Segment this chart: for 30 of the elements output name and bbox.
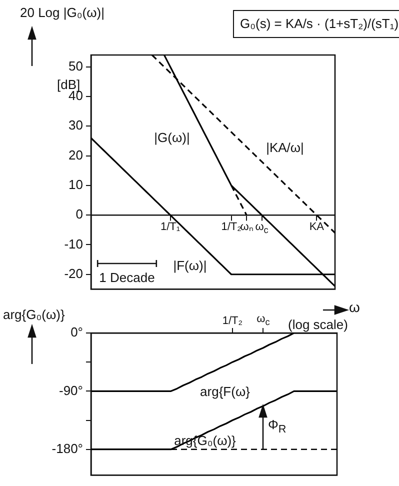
x-tick-label: KA (309, 221, 324, 234)
x-axis-title: ω (349, 299, 360, 316)
annotation: Φ$_{R}$ (268, 417, 286, 436)
annotation: |KA/ω| (266, 140, 304, 156)
y-tick-label: -180° (52, 440, 83, 456)
annotation: |G(ω)| (154, 130, 190, 146)
y-tick-label: 20 (68, 147, 83, 162)
x-tick-label: 1/T₁ (160, 221, 180, 234)
y-tick-label: 30 (68, 118, 83, 133)
y-tick-label: 0 (76, 206, 83, 222)
y-tick-label: -10 (64, 236, 83, 252)
text: [dB] (57, 77, 80, 92)
y-tick-label: -20 (64, 266, 83, 281)
y-axis-title: arg{G₀(ω)} (3, 307, 65, 322)
text: (log scale) (288, 317, 348, 332)
x-tick-label: ωₙ (240, 221, 253, 234)
x-tick-label: ω$_{c}$ (256, 312, 270, 327)
text: G₀(s) = KA/s · (1+sT₂)/(sT₁) (233, 10, 399, 38)
annotation: 1 Decade (99, 270, 155, 286)
annotation: |F(ω)| (173, 258, 207, 274)
y-tick-label: 10 (68, 177, 83, 192)
annotation: arg{F(ω} (200, 384, 250, 400)
y-tick-label: 0° (70, 324, 83, 340)
x-tick-label: ω$_{c}$ (255, 221, 268, 236)
x-tick-label: 1/T₂ (221, 221, 242, 234)
x-tick-label: 1/T₂ (222, 314, 243, 327)
y-tick-label: 50 (68, 58, 83, 74)
line-series (230, 184, 248, 216)
y-tick-label: -90° (59, 382, 83, 398)
y-axis-title: 20 Log |G₀(ω)| (20, 5, 104, 20)
